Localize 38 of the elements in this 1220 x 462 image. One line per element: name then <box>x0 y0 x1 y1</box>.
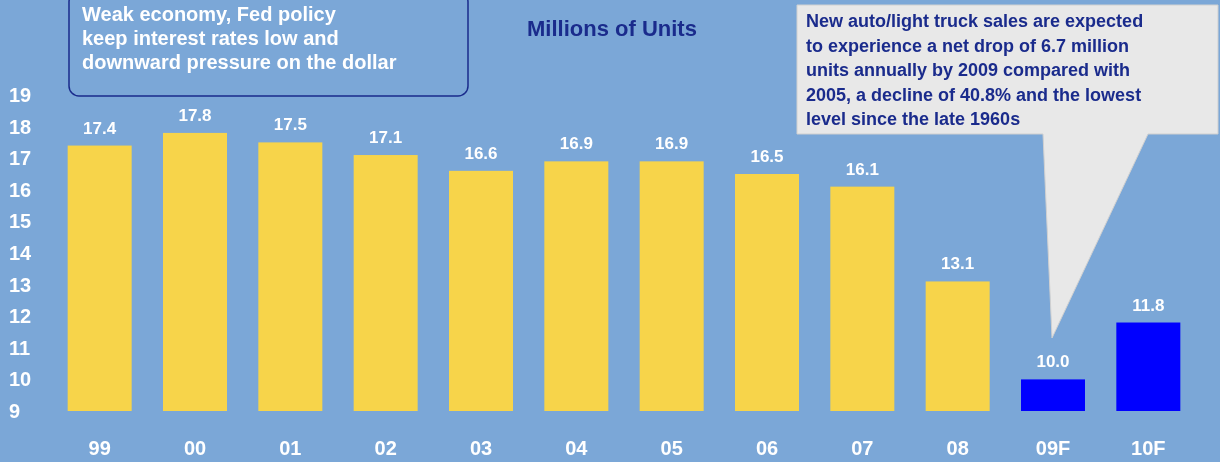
data-label: 11.8 <box>1132 295 1165 315</box>
data-label: 17.8 <box>178 105 212 125</box>
data-label: 10.0 <box>1036 352 1070 372</box>
chart-title: Millions of Units <box>527 15 697 41</box>
x-tick-label: 00 <box>183 437 207 459</box>
annotation: New auto/light truck sales are expected to experience a net drop of 6.7 million units annually by 2009 compared with 2005, a decline of 40.8% and the lowest level since the late 1960s <box>806 11 1144 129</box>
data-label: 17.4 <box>83 118 117 138</box>
text: Weak economy, Fed policy keep interest rates low and downward pressure on the dollar <box>82 3 397 73</box>
x-tick-label: 03 <box>469 437 493 459</box>
x-tick-label: 08 <box>946 437 969 459</box>
y-tick-label: 12 <box>9 305 32 328</box>
data-label: 16.9 <box>655 134 689 154</box>
y-tick-label: 13 <box>9 273 32 296</box>
x-tick-label: 99 <box>88 437 111 459</box>
data-label: 17.5 <box>273 115 307 135</box>
y-tick-label: 17 <box>9 147 32 170</box>
x-tick-label: 06 <box>755 437 779 459</box>
y-tick-label: 11 <box>9 336 31 359</box>
y-tick-label: 19 <box>9 84 32 106</box>
x-tick-label: 09F <box>1035 437 1071 459</box>
x-tick-label: 07 <box>851 437 874 459</box>
y-tick-label: 9 <box>9 400 21 422</box>
x-tick-label: 02 <box>374 437 397 459</box>
y-tick-label: 10 <box>9 368 32 391</box>
data-label: 16.6 <box>464 143 498 163</box>
x-tick-label: 05 <box>660 437 683 459</box>
data-label: 13.1 <box>941 254 975 274</box>
y-tick-label: 14 <box>9 242 33 264</box>
data-label: 16.9 <box>559 134 593 154</box>
x-tick-label: 01 <box>279 437 302 459</box>
x-tick-label: 10F <box>1131 437 1166 459</box>
y-tick-label: 18 <box>9 115 32 138</box>
y-tick-label: 15 <box>9 210 32 233</box>
data-label: 16.1 <box>845 159 879 179</box>
data-label: 16.5 <box>750 147 784 166</box>
data-label: 17.1 <box>369 128 403 148</box>
y-tick-label: 16 <box>9 178 32 201</box>
x-tick-label: 04 <box>565 437 589 459</box>
